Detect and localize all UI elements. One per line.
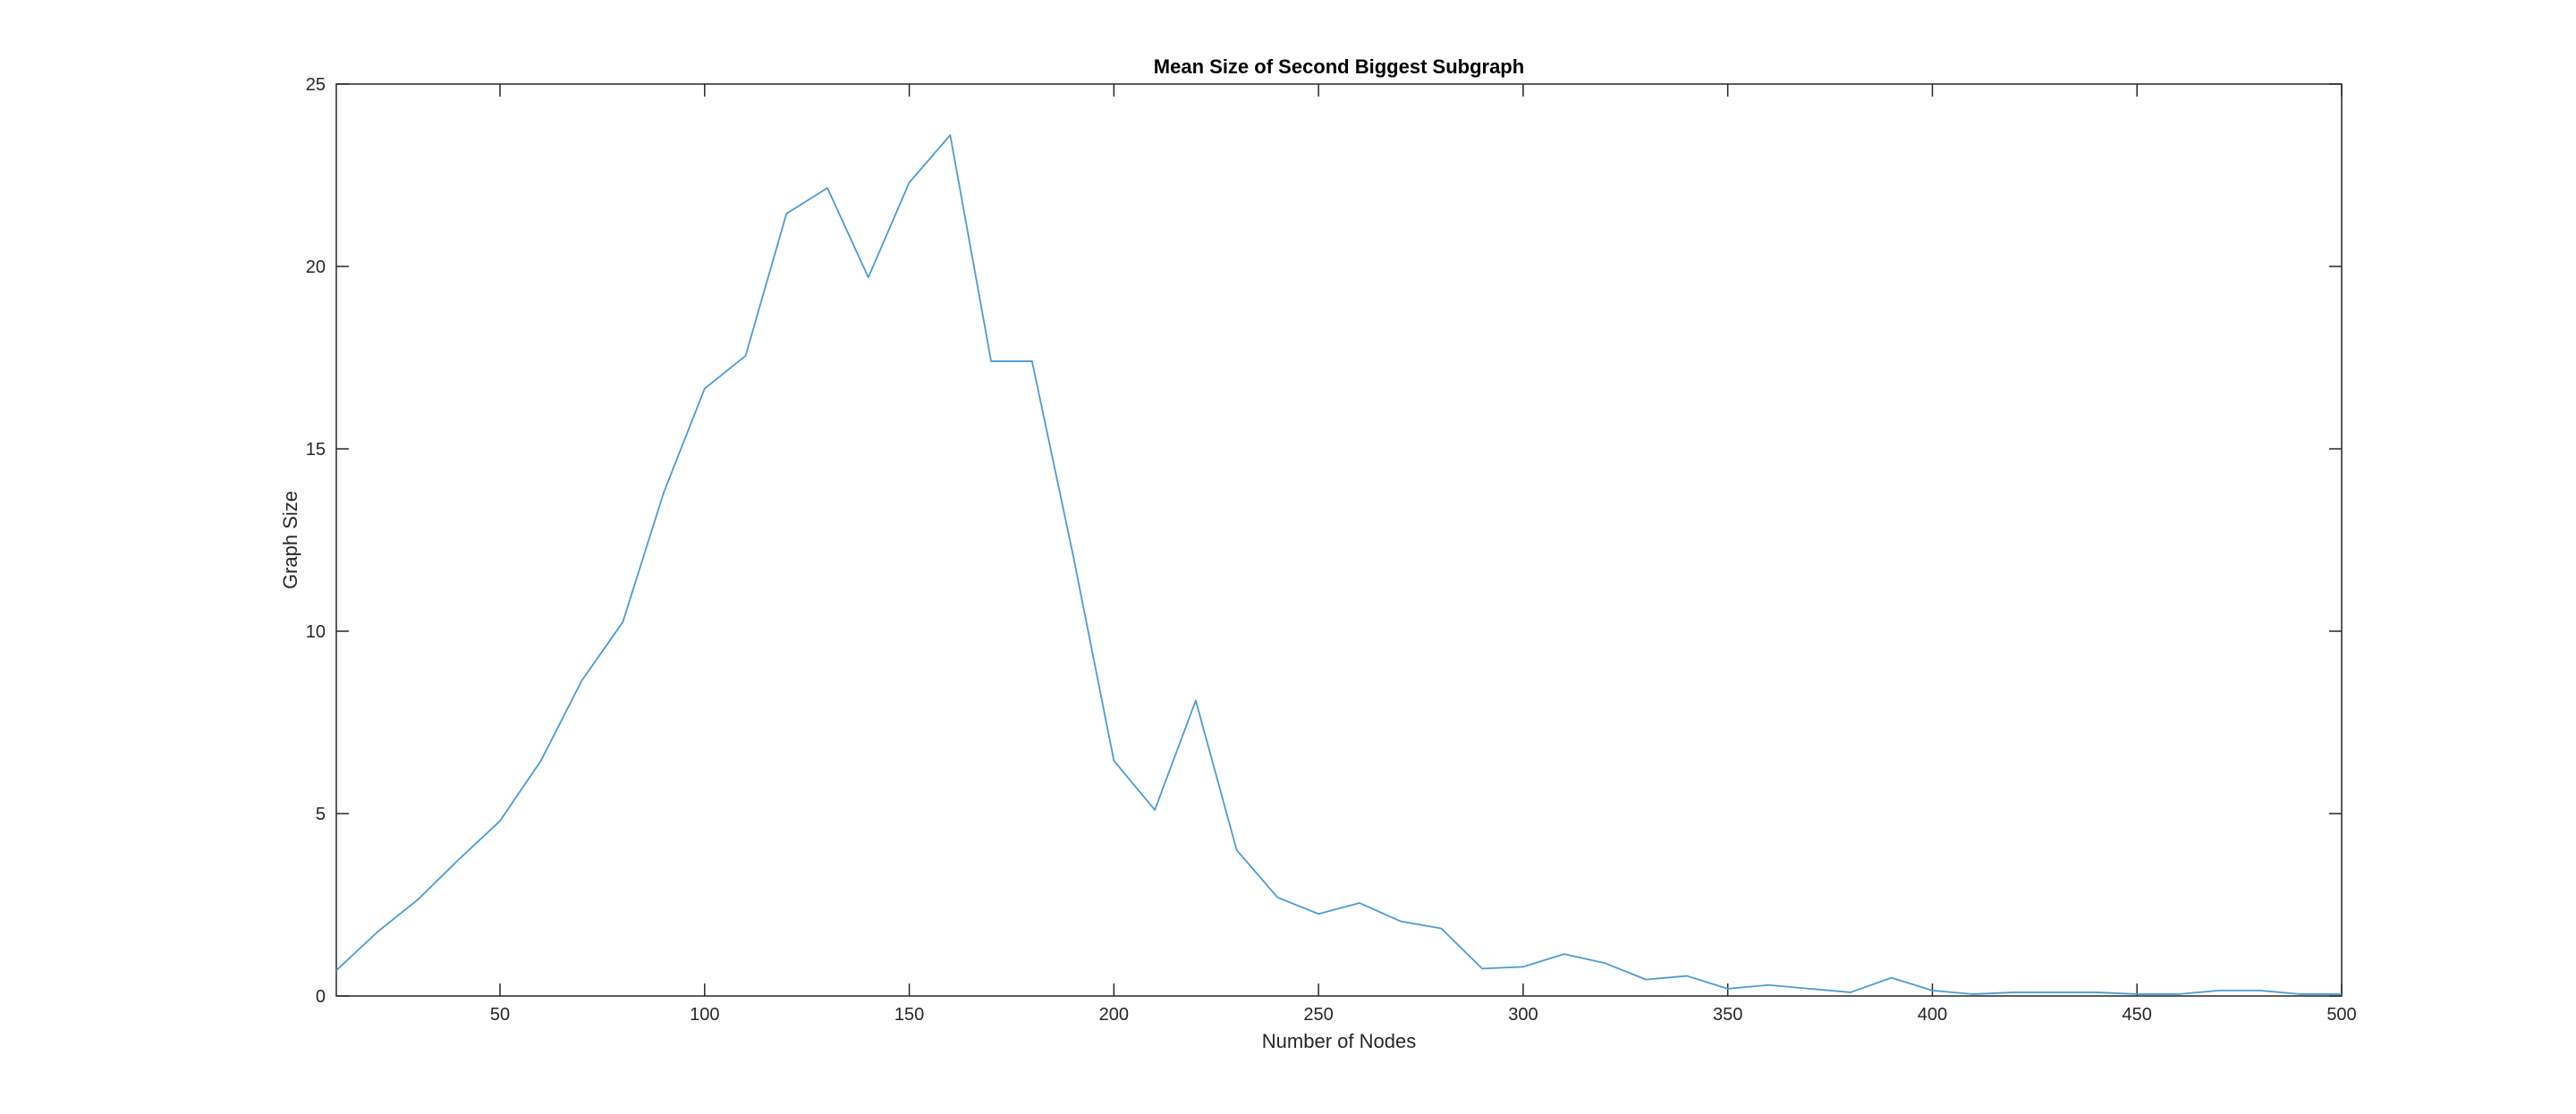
x-tick-label: 350 bbox=[1713, 1005, 1742, 1025]
x-tick-label: 100 bbox=[690, 1005, 719, 1025]
y-axis: 0 5 10 15 20 25 bbox=[306, 75, 2342, 1007]
x-tick-label: 450 bbox=[2123, 1005, 2152, 1025]
x-axis: 50 100 150 200 250 300 350 400 450 500 bbox=[490, 84, 2357, 1025]
plot-area bbox=[335, 83, 2343, 997]
x-tick-label: 400 bbox=[1918, 1005, 1947, 1025]
y-tick-label: 15 bbox=[306, 440, 326, 460]
plot-frame bbox=[335, 83, 2343, 997]
series-line bbox=[335, 134, 2342, 995]
y-tick-label: 5 bbox=[316, 805, 326, 824]
y-tick-label: 25 bbox=[306, 75, 326, 95]
x-tick-label: 50 bbox=[490, 1005, 510, 1025]
x-axis-label: Number of Nodes bbox=[1262, 1030, 1416, 1052]
y-tick-label: 0 bbox=[316, 987, 326, 1007]
y-tick-label: 20 bbox=[306, 257, 326, 277]
series-layer bbox=[335, 134, 2342, 995]
x-tick-label: 500 bbox=[2326, 1005, 2356, 1025]
y-tick-label: 10 bbox=[306, 622, 326, 642]
x-tick-label: 200 bbox=[1099, 1005, 1129, 1025]
x-tick-label: 250 bbox=[1303, 1005, 1333, 1025]
y-axis-label: Graph Size bbox=[279, 491, 301, 589]
x-tick-label: 300 bbox=[1508, 1005, 1538, 1025]
chart-title: Mean Size of Second Biggest Subgraph bbox=[1154, 55, 1524, 78]
x-tick-label: 150 bbox=[894, 1005, 924, 1025]
